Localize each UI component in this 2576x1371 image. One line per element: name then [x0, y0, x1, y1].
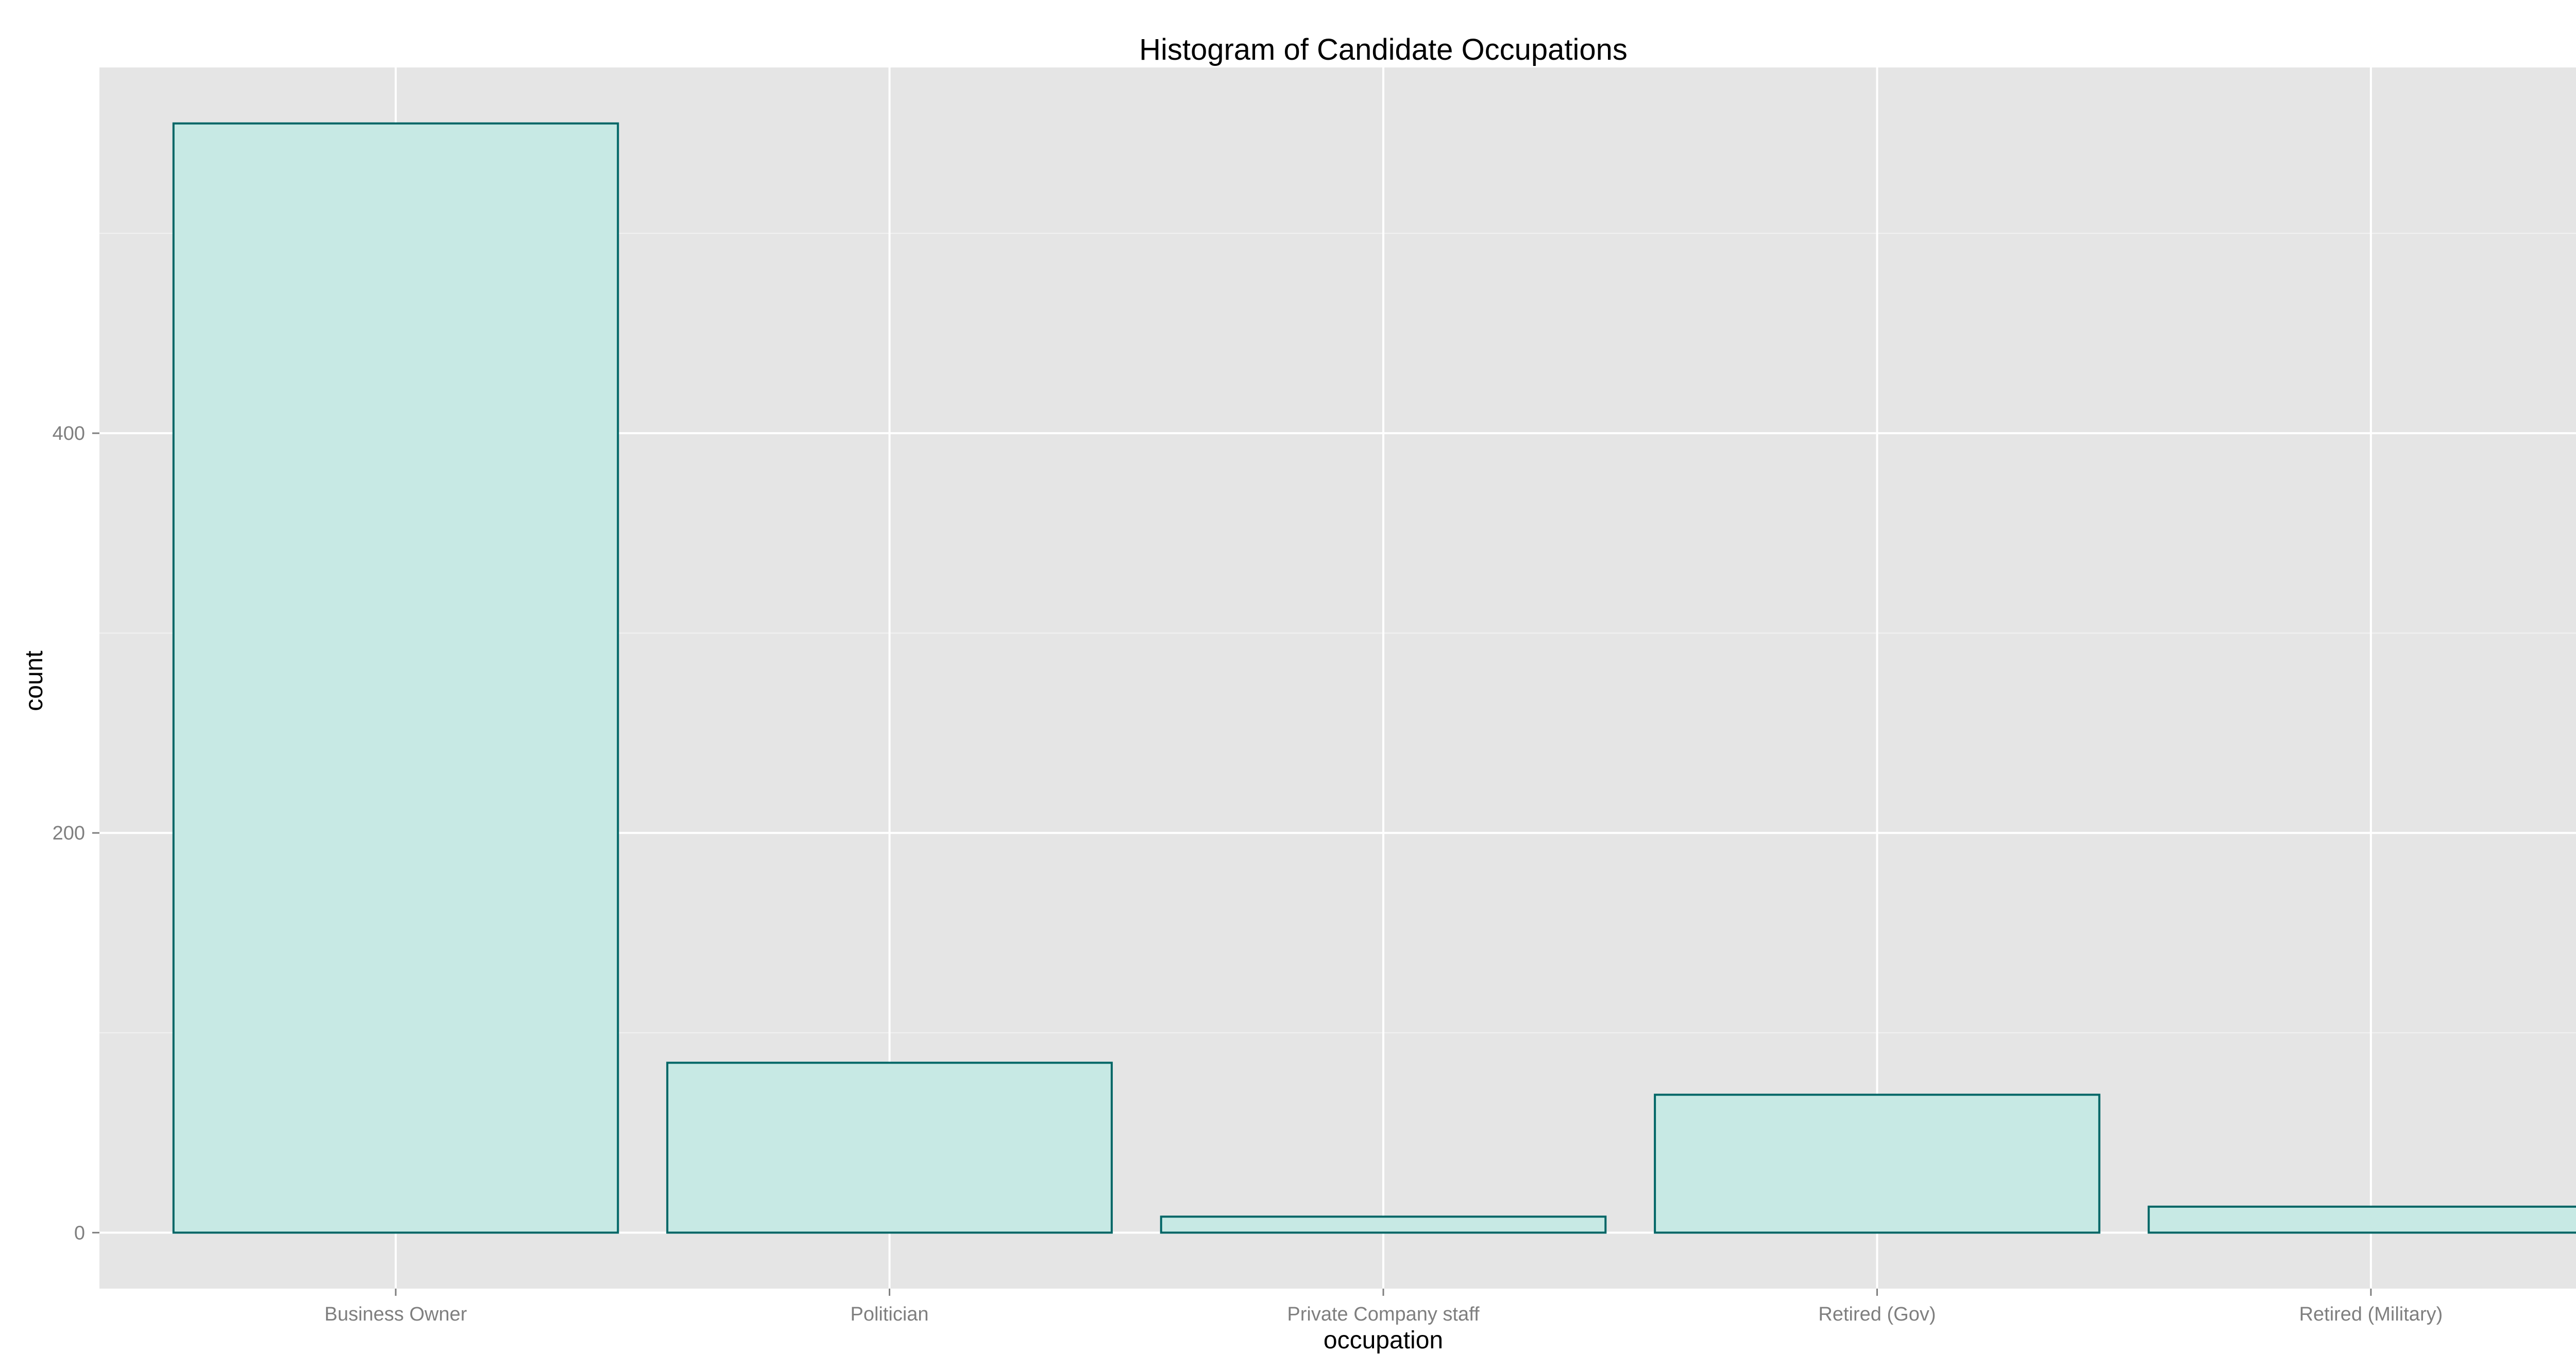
bar-private-company-staff: [1160, 1215, 1607, 1234]
bar-business-owner: [172, 122, 619, 1234]
bar-politician: [666, 1061, 1113, 1234]
x-tick-label: Private Company staff: [1287, 1304, 1480, 1325]
x-tick-label: Retired (Gov): [1818, 1304, 1936, 1325]
bar-retired-gov: [1654, 1093, 2100, 1234]
x-axis-title: occupation: [1324, 1327, 1443, 1354]
x-tick-label: Retired (Military): [2299, 1304, 2443, 1325]
bars: [172, 122, 2576, 1234]
bar-retired-military: [2147, 1205, 2576, 1234]
x-tick-label: Politician: [850, 1304, 928, 1325]
x-tick-label: Business Owner: [325, 1304, 467, 1325]
y-axis-ticks: 0 200 400: [53, 423, 99, 1244]
y-tick-label: 200: [53, 822, 85, 844]
y-tick-label: 400: [53, 423, 85, 444]
y-axis-title: count: [21, 650, 48, 711]
chart-title: Histogram of Candidate Occupations: [1139, 33, 1628, 66]
x-axis-ticks: Business Owner Politician Private Company …: [325, 1289, 2443, 1325]
y-tick-label: 0: [74, 1222, 85, 1244]
